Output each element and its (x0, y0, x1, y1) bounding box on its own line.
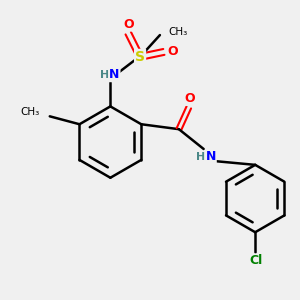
Text: Cl: Cl (250, 254, 263, 268)
Text: CH₃: CH₃ (21, 107, 40, 117)
Text: CH₃: CH₃ (169, 27, 188, 37)
Text: S: S (135, 50, 145, 64)
Text: O: O (184, 92, 195, 105)
Text: H: H (100, 70, 109, 80)
Text: N: N (109, 68, 119, 81)
Text: H: H (196, 152, 205, 162)
Text: N: N (206, 150, 216, 164)
Text: O: O (123, 18, 134, 31)
Text: O: O (167, 45, 178, 58)
